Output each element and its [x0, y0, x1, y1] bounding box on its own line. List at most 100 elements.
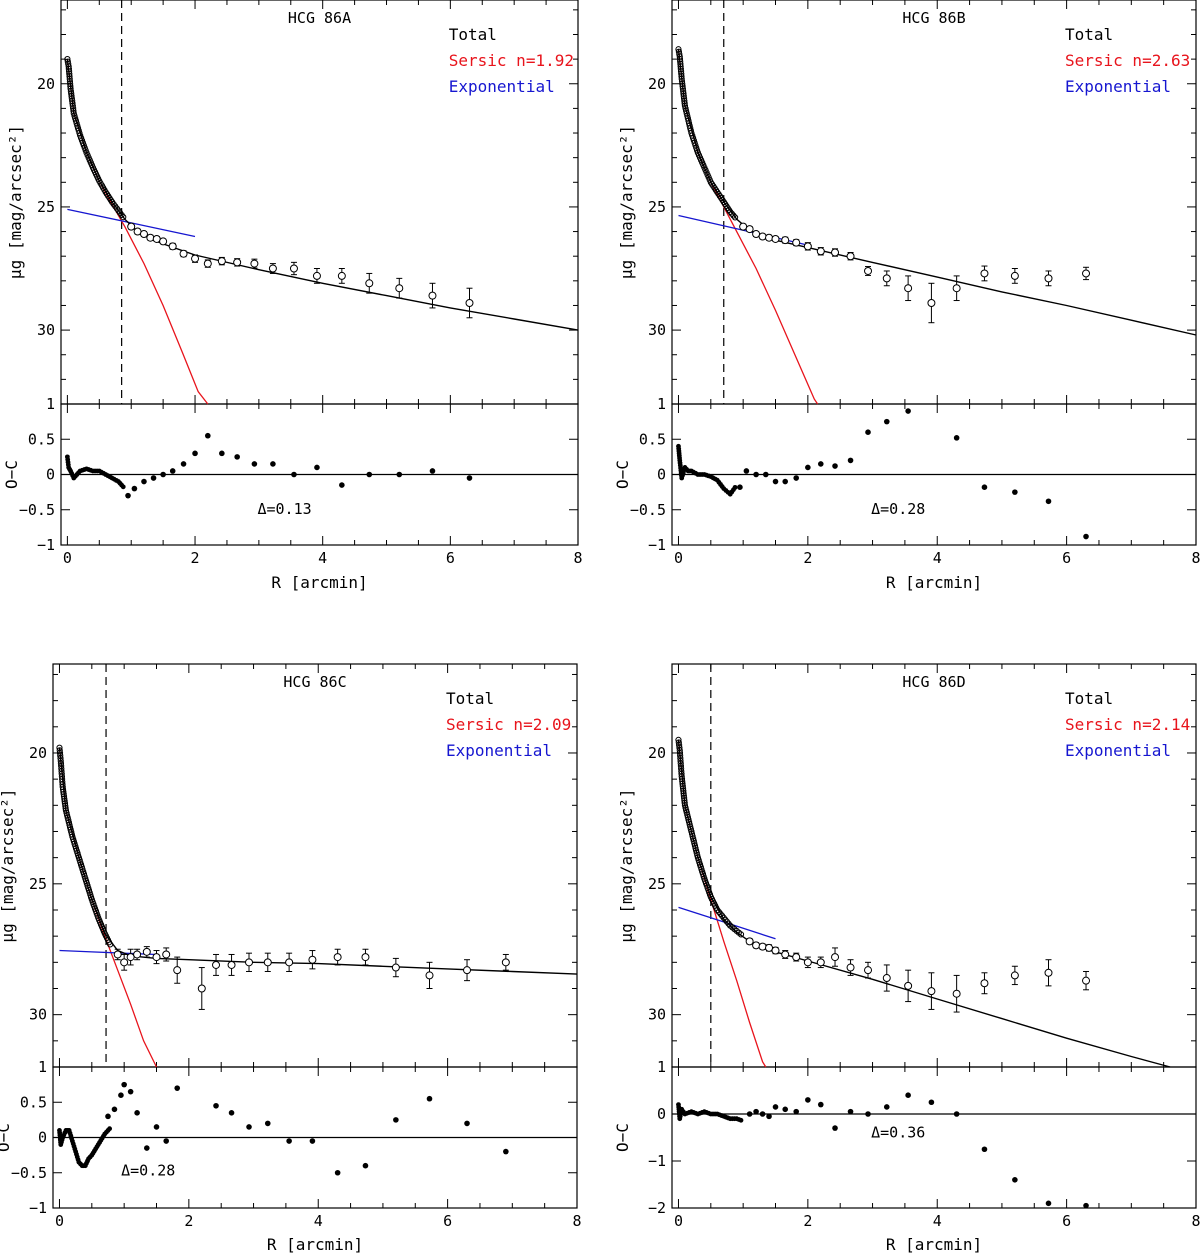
residual-point [118, 1092, 124, 1098]
residual-point [865, 1111, 871, 1117]
residual-point [150, 475, 157, 481]
legend-exponential: Exponential [446, 741, 552, 760]
profile-point [203, 259, 212, 268]
residual-point [1045, 1200, 1052, 1207]
panel-title: HCG 86D [902, 673, 965, 691]
panel-title: HCG 86A [288, 9, 351, 27]
residual-point [246, 1124, 252, 1130]
y-axis-label-main: μg [mag/arcsec²] [617, 788, 636, 942]
profile-point [162, 950, 171, 959]
residual-point [763, 471, 769, 478]
residual-point [169, 468, 176, 474]
profile-point [1010, 971, 1019, 980]
profile-point [727, 208, 734, 215]
profile-point [113, 950, 122, 959]
exponential-curve [59, 949, 157, 956]
y-tick-label: 20 [648, 75, 666, 93]
resid-y-tick-label: 0 [46, 466, 55, 484]
x-tick-label: 8 [573, 549, 582, 567]
y-tick-label: 25 [37, 198, 55, 216]
panel-hcg-86d: HCG 86D Total Sersic n=2.14 Exponential … [613, 663, 1200, 1254]
profile-point [846, 963, 855, 972]
panel-hcg-86b: HCG 86B Total Sersic n=2.63 Exponential … [613, 0, 1200, 592]
residual-point [1012, 1177, 1018, 1183]
legend-sersic: Sersic n=1.92 [449, 51, 574, 70]
y-axis-label-residual: O−C [2, 460, 21, 489]
y-tick-label: 20 [29, 744, 47, 762]
y-axis-label-residual: O−C [613, 460, 632, 489]
residual-point [746, 1111, 753, 1117]
profile-point [803, 242, 812, 251]
sersic-curve [677, 739, 767, 1068]
x-tick-label: 0 [55, 1212, 64, 1230]
x-axis-label: R [arcmin] [886, 1235, 982, 1254]
y-tick-label: 25 [648, 875, 666, 893]
y-axis-label-main: μg [mag/arcsec²] [617, 125, 636, 279]
profile-point [159, 237, 168, 246]
delta-label: Δ=0.13 [257, 500, 311, 518]
panel-title: HCG 86B [902, 9, 965, 27]
legend-total: Total [449, 25, 497, 44]
profile-point [728, 210, 735, 217]
residual-point [205, 432, 211, 439]
residual-point [753, 471, 759, 478]
profile-point [191, 254, 200, 263]
residual-point [291, 471, 297, 478]
residual-point [817, 1101, 824, 1108]
profile-point [212, 960, 221, 969]
residual-point [503, 1148, 509, 1155]
residual-point [466, 475, 473, 481]
x-tick-label: 4 [933, 549, 942, 567]
profile-point [831, 248, 840, 257]
residual-point [125, 492, 131, 499]
profile-point [771, 946, 780, 955]
residual-point [174, 1085, 181, 1091]
x-tick-label: 0 [674, 1212, 683, 1230]
profile-point [864, 966, 873, 975]
residual-point [131, 485, 138, 492]
profile-point [463, 966, 472, 975]
profile-point [173, 966, 182, 975]
profile-point [233, 258, 242, 267]
resid-y-tick-label: −0.5 [11, 1164, 47, 1182]
resid-y-tick-label: 0 [657, 1105, 666, 1123]
profile-point [361, 953, 370, 962]
profile-point [1044, 968, 1053, 977]
x-axis-label: R [arcmin] [267, 1235, 363, 1254]
profile-point [127, 222, 136, 231]
profile-point [146, 233, 155, 242]
profile-point [980, 269, 989, 278]
profile-point [904, 284, 913, 293]
residual-point [396, 471, 403, 478]
residual-point [928, 1099, 935, 1106]
x-tick-label: 6 [1062, 1212, 1071, 1230]
total-curve [66, 59, 579, 331]
residual-point [1083, 533, 1089, 540]
profile-point [765, 233, 774, 242]
profile-point [501, 958, 510, 967]
residual-point [981, 1146, 988, 1153]
profile-point [245, 958, 254, 967]
profile-point [107, 941, 114, 948]
residual-point [121, 1081, 127, 1088]
profile-point [739, 222, 748, 231]
profile-point [312, 271, 321, 280]
residual-point [737, 484, 743, 490]
x-tick-label: 2 [191, 549, 200, 567]
residual-point [160, 471, 166, 478]
resid-y-tick-label: 1 [46, 395, 55, 413]
residual-point [1083, 1202, 1089, 1209]
legend-exponential: Exponential [449, 77, 555, 96]
y-tick-label: 20 [648, 744, 666, 762]
profile-point [395, 284, 404, 293]
profile-point [308, 955, 317, 964]
x-tick-label: 8 [1191, 1212, 1200, 1230]
residual-point [464, 1120, 470, 1127]
total-curve [677, 739, 1171, 1068]
profile-point [927, 299, 936, 307]
resid-y-tick-label: −1 [648, 1152, 666, 1170]
y-axis-label-residual: O−C [0, 1123, 13, 1152]
resid-y-tick-label: −1 [648, 536, 666, 554]
y-tick-label: 30 [37, 321, 55, 339]
